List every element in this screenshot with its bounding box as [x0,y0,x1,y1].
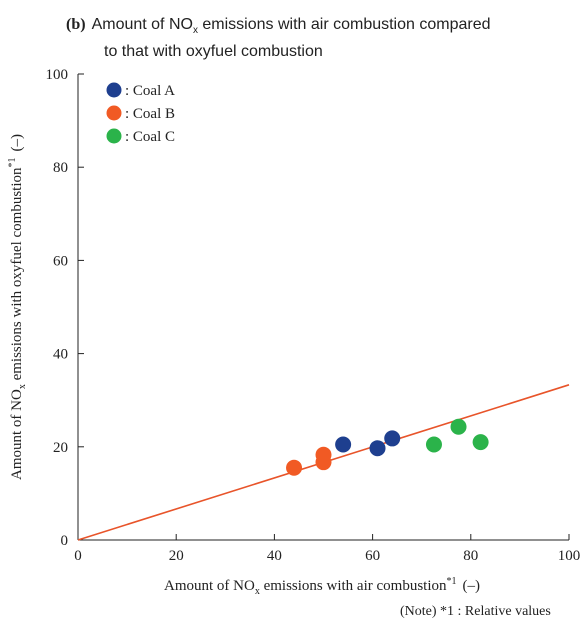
data-point [315,446,332,463]
data-point [450,418,467,435]
x-tick-label: 60 [365,548,380,564]
legend-marker [106,82,122,98]
panel-label: (b) [66,16,86,33]
title-line2: to that with oxyfuel combustion [104,43,323,61]
legend-marker [106,105,122,121]
data-point [286,459,303,476]
x-tick-label: 0 [74,548,82,564]
y-tick-label: 60 [53,253,68,269]
x-tick-label: 40 [267,548,282,564]
data-point [384,430,401,447]
data-point [335,436,352,453]
data-point [425,436,442,453]
data-points [286,418,489,476]
data-point [472,434,489,451]
y-tick-label: 40 [53,347,68,363]
x-tick-label: 80 [463,548,478,564]
y-tick-label: 100 [46,67,69,83]
legend-marker [106,128,122,144]
x-tick-label: 20 [169,548,184,564]
legend: : Coal A : Coal B : Coal C [106,82,175,145]
y-tick-label: 20 [53,440,68,456]
data-point [369,440,386,457]
title-line1-post: emissions with air combustion compared [197,16,491,33]
title-line1-pre: Amount of NO [91,16,193,33]
x-tick-label: 100 [558,548,581,564]
y-tick-label: 80 [53,160,68,176]
legend-label: : Coal A [125,83,175,99]
y-tick-label: 0 [61,533,69,549]
x-axis-label: Amount of NOx emissions with air combust… [164,576,480,597]
axes: 0 20 40 60 80 100 0 20 40 60 80 100 [46,67,581,564]
chart-title: (b) Amount of NOx emissions with air comb… [66,14,566,62]
legend-label: : Coal C [125,129,175,145]
footnote: (Note) *1 : Relative values [400,604,551,619]
legend-label: : Coal B [125,106,175,122]
title-line1-sub: x [192,25,198,37]
y-axis-label: Amount of NOx emissions with oxyfuel com… [7,134,28,480]
